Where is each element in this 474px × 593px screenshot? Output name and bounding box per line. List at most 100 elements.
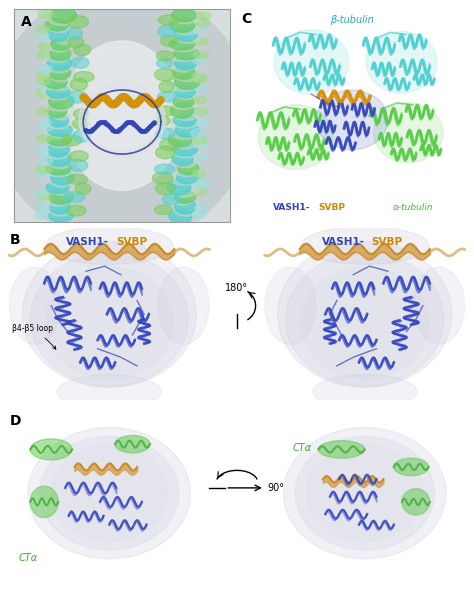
Ellipse shape bbox=[47, 133, 72, 146]
Circle shape bbox=[138, 95, 145, 102]
Text: A: A bbox=[21, 15, 31, 29]
Ellipse shape bbox=[9, 267, 61, 345]
Ellipse shape bbox=[66, 91, 88, 103]
Ellipse shape bbox=[46, 227, 173, 264]
Circle shape bbox=[136, 98, 142, 104]
Ellipse shape bbox=[394, 458, 428, 476]
Ellipse shape bbox=[156, 106, 174, 116]
Circle shape bbox=[94, 98, 100, 104]
Ellipse shape bbox=[194, 107, 208, 116]
Ellipse shape bbox=[69, 160, 88, 171]
Circle shape bbox=[111, 101, 118, 107]
Circle shape bbox=[108, 100, 114, 107]
Circle shape bbox=[112, 101, 118, 107]
Circle shape bbox=[93, 98, 100, 105]
Ellipse shape bbox=[319, 441, 365, 458]
Ellipse shape bbox=[168, 132, 192, 147]
Circle shape bbox=[140, 94, 147, 100]
Ellipse shape bbox=[45, 17, 75, 33]
Circle shape bbox=[126, 97, 132, 104]
Ellipse shape bbox=[169, 7, 201, 24]
Ellipse shape bbox=[73, 109, 90, 119]
Circle shape bbox=[128, 100, 134, 106]
Ellipse shape bbox=[45, 132, 77, 148]
Ellipse shape bbox=[46, 5, 79, 25]
Ellipse shape bbox=[45, 122, 77, 138]
Ellipse shape bbox=[43, 160, 75, 177]
Circle shape bbox=[154, 101, 160, 107]
Ellipse shape bbox=[301, 267, 428, 379]
Ellipse shape bbox=[195, 181, 207, 188]
Ellipse shape bbox=[193, 25, 206, 34]
Ellipse shape bbox=[36, 89, 51, 98]
Ellipse shape bbox=[45, 76, 67, 89]
Ellipse shape bbox=[174, 56, 197, 70]
Ellipse shape bbox=[159, 81, 174, 93]
Ellipse shape bbox=[79, 82, 165, 157]
Circle shape bbox=[89, 101, 95, 108]
Ellipse shape bbox=[33, 189, 47, 197]
Ellipse shape bbox=[194, 96, 207, 104]
Circle shape bbox=[139, 95, 146, 101]
Ellipse shape bbox=[30, 486, 58, 518]
Ellipse shape bbox=[36, 191, 51, 200]
Ellipse shape bbox=[156, 51, 174, 61]
Ellipse shape bbox=[73, 71, 94, 82]
Ellipse shape bbox=[43, 53, 74, 73]
Ellipse shape bbox=[88, 90, 156, 150]
Ellipse shape bbox=[46, 162, 71, 175]
Ellipse shape bbox=[195, 85, 207, 93]
Ellipse shape bbox=[173, 25, 201, 43]
Circle shape bbox=[92, 100, 99, 106]
Circle shape bbox=[131, 101, 137, 108]
Ellipse shape bbox=[46, 267, 173, 379]
Circle shape bbox=[98, 94, 104, 100]
Ellipse shape bbox=[167, 180, 191, 195]
Ellipse shape bbox=[158, 267, 209, 345]
Circle shape bbox=[147, 98, 154, 105]
Ellipse shape bbox=[28, 428, 191, 559]
Circle shape bbox=[128, 100, 135, 107]
Ellipse shape bbox=[155, 164, 175, 174]
Ellipse shape bbox=[194, 141, 209, 149]
Ellipse shape bbox=[171, 101, 201, 120]
Ellipse shape bbox=[175, 28, 197, 42]
Circle shape bbox=[140, 94, 146, 101]
Circle shape bbox=[149, 100, 155, 107]
Ellipse shape bbox=[47, 104, 67, 117]
Ellipse shape bbox=[22, 241, 196, 387]
Ellipse shape bbox=[169, 208, 192, 224]
Circle shape bbox=[133, 101, 139, 107]
Circle shape bbox=[127, 99, 134, 106]
Circle shape bbox=[105, 98, 111, 104]
Text: β4-β5 loop: β4-β5 loop bbox=[12, 324, 56, 349]
Ellipse shape bbox=[75, 183, 91, 195]
Circle shape bbox=[145, 96, 152, 103]
Circle shape bbox=[86, 100, 93, 106]
Circle shape bbox=[90, 101, 96, 108]
Ellipse shape bbox=[155, 69, 176, 81]
Ellipse shape bbox=[156, 58, 173, 68]
Text: SVBP: SVBP bbox=[116, 237, 147, 247]
Ellipse shape bbox=[170, 206, 201, 226]
Ellipse shape bbox=[51, 8, 76, 23]
Ellipse shape bbox=[49, 66, 71, 79]
Ellipse shape bbox=[193, 38, 209, 45]
Ellipse shape bbox=[68, 36, 84, 48]
Circle shape bbox=[108, 101, 115, 107]
Ellipse shape bbox=[47, 56, 72, 71]
Circle shape bbox=[150, 101, 156, 107]
Circle shape bbox=[80, 94, 86, 100]
Circle shape bbox=[103, 96, 110, 103]
Circle shape bbox=[151, 101, 158, 108]
Ellipse shape bbox=[157, 25, 176, 37]
Ellipse shape bbox=[70, 151, 88, 162]
Ellipse shape bbox=[155, 183, 175, 195]
Ellipse shape bbox=[36, 77, 50, 85]
Circle shape bbox=[158, 97, 164, 103]
Ellipse shape bbox=[49, 102, 74, 120]
Circle shape bbox=[91, 101, 98, 107]
Ellipse shape bbox=[155, 205, 172, 215]
Circle shape bbox=[130, 101, 137, 108]
Text: β-tubulin: β-tubulin bbox=[330, 15, 374, 25]
